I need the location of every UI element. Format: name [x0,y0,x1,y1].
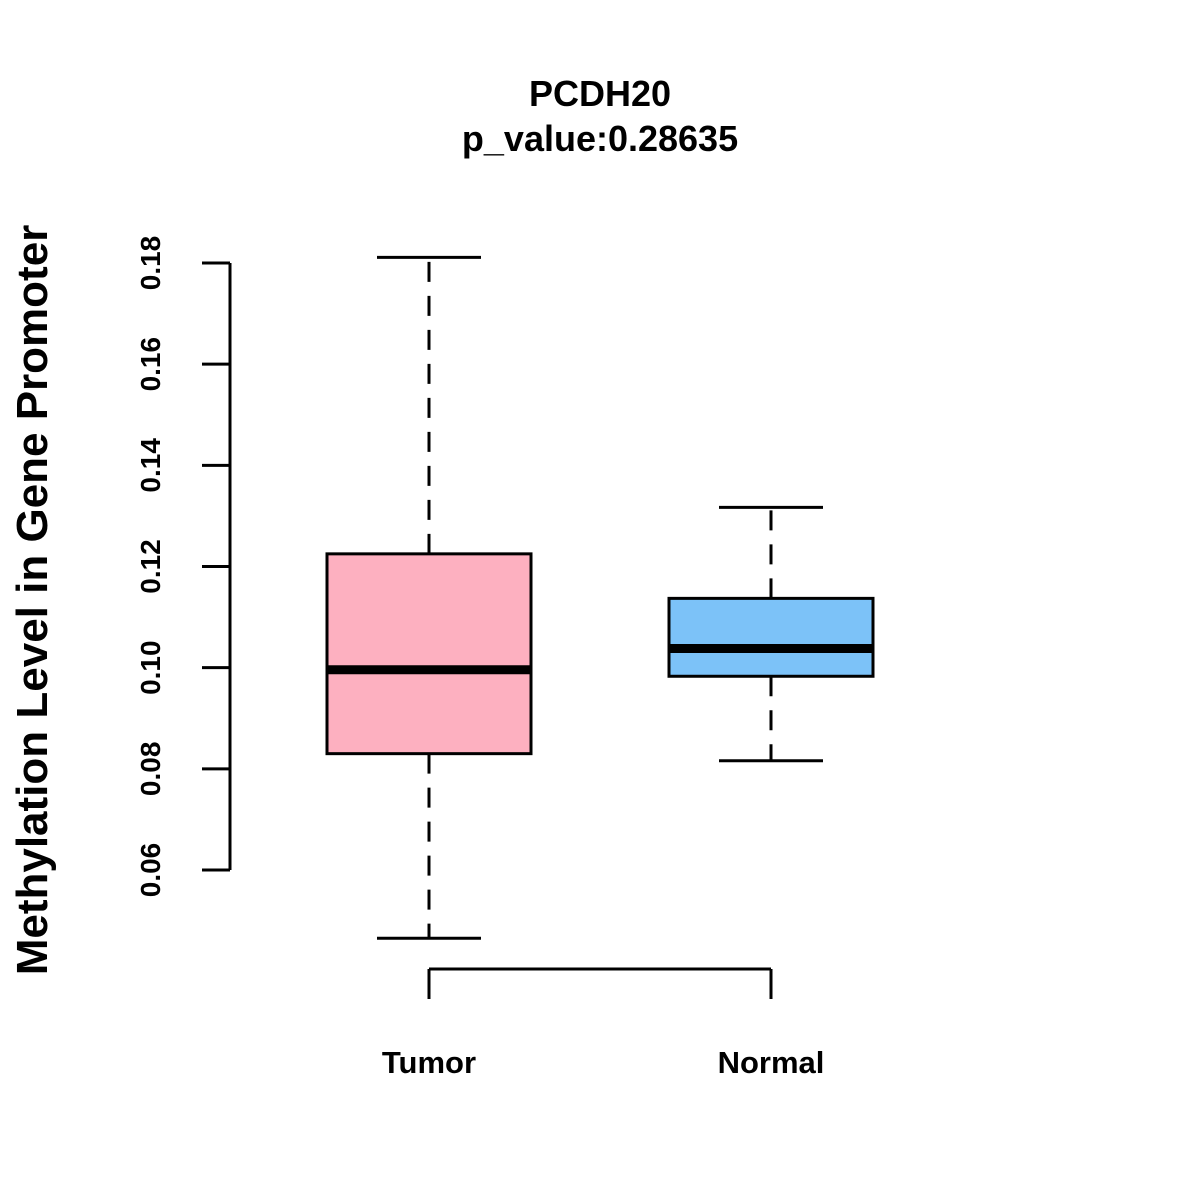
y-tick-label: 0.08 [135,742,166,797]
box-iqr [325,552,533,756]
y-tick-label: 0.06 [135,843,166,898]
y-axis: 0.06 0.08 0.10 0.12 0.14 0.16 0.18 [135,236,232,898]
y-tick-label: 0.14 [135,438,166,493]
chart-title: PCDH20 [529,73,671,114]
box-tumor [325,255,533,940]
box-normal [667,505,875,763]
y-tick-label: 0.16 [135,337,166,392]
y-tick-label: 0.12 [135,539,166,594]
chart-subtitle: p_value:0.28635 [462,118,738,159]
y-axis-label: Methylation Level in Gene Promoter [8,225,57,976]
x-category-label: Normal [718,1045,825,1080]
box-iqr [667,596,875,678]
box-group [325,255,875,940]
x-category-label: Tumor [382,1045,476,1080]
y-tick-label: 0.10 [135,640,166,695]
y-tick-label: 0.18 [135,236,166,291]
x-axis: Tumor Normal [382,967,825,1080]
